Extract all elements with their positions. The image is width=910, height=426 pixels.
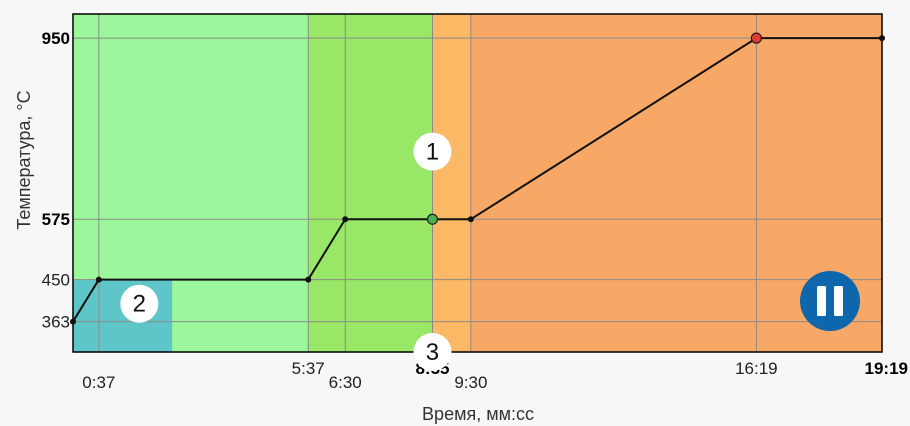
data-point <box>305 276 312 283</box>
highlight-point <box>750 32 762 44</box>
data-point <box>342 216 349 223</box>
x-tick-label: 19:19 <box>865 359 908 378</box>
pause-button[interactable] <box>800 271 860 331</box>
step-marker-label: 1 <box>426 139 439 166</box>
phase-zone-3 <box>432 14 471 352</box>
x-tick-label: 0:37 <box>82 373 115 392</box>
step-markers: 1 2 3 <box>120 132 452 371</box>
y-tick-label: 575 <box>42 210 70 229</box>
step-marker-circle <box>413 132 452 171</box>
x-tick-label: 5:37 <box>292 359 325 378</box>
step-marker-circle <box>413 333 452 371</box>
plot-frame <box>72 13 883 353</box>
phase-zones <box>73 14 882 352</box>
y-tick-label: 450 <box>42 271 70 290</box>
x-tick-label: 16:19 <box>735 359 778 378</box>
series-lines <box>72 37 882 323</box>
pause-icon <box>817 286 843 316</box>
y-tick-label: 363 <box>42 313 70 332</box>
y-tick-labels: 363 450 575 950 <box>42 29 70 331</box>
step-marker-label: 3 <box>426 339 439 366</box>
series-line-1 <box>72 37 882 323</box>
step-marker-2: 2 <box>120 284 159 323</box>
highlight-point <box>426 213 439 225</box>
y-tick-label: 950 <box>42 29 70 48</box>
step-marker-1: 1 <box>413 132 452 171</box>
highlight-box-rect <box>73 279 173 352</box>
x-axis-title: Время, мм:сс <box>422 404 534 424</box>
y-axis-title: Температура, °C <box>14 90 34 229</box>
data-point <box>95 276 102 283</box>
x-tick-label: 9:30 <box>454 373 487 392</box>
data-point <box>467 216 474 223</box>
step-marker-label: 2 <box>133 291 146 318</box>
phase-zone-2 <box>308 14 433 352</box>
data-point <box>70 318 76 325</box>
data-points <box>70 32 885 325</box>
highlight-box <box>73 279 173 352</box>
step-marker-circle <box>120 284 159 323</box>
step-marker-3: 3 <box>413 333 452 371</box>
x-tick-label: 6:30 <box>329 373 362 392</box>
data-point <box>879 35 885 42</box>
